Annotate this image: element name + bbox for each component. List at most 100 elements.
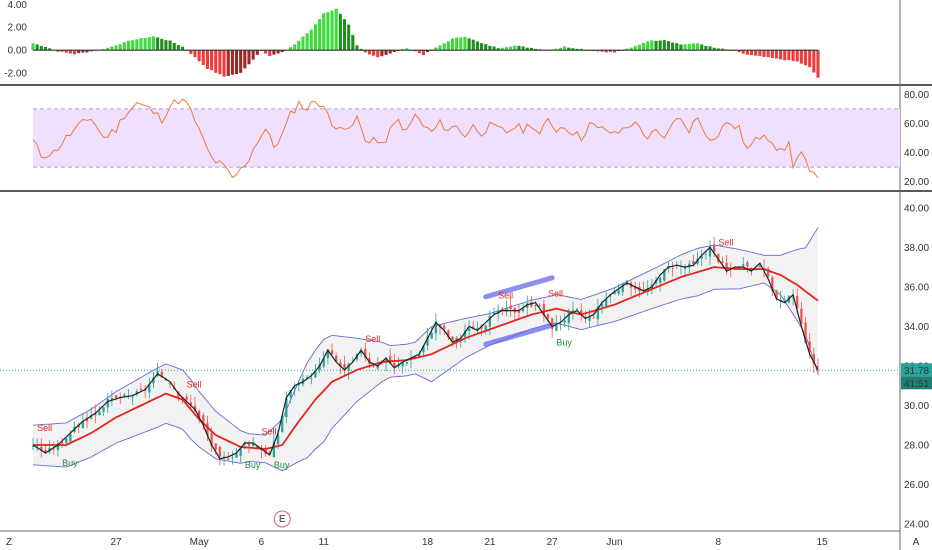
candle-body [613, 291, 616, 295]
macd-bar [745, 50, 749, 55]
candle-body [717, 254, 720, 262]
macd-bar [288, 47, 293, 51]
macd-bar [388, 50, 392, 54]
macd-bar [180, 46, 185, 51]
candle [596, 298, 600, 326]
candle [484, 324, 487, 335]
candle-body [584, 316, 587, 319]
macd-bar [687, 43, 691, 51]
macd-bar [218, 50, 222, 75]
candle-body [455, 337, 458, 342]
candle [106, 393, 109, 413]
candle [326, 349, 330, 365]
macd-bar [31, 43, 35, 51]
macd-bar [575, 48, 579, 51]
candle [526, 295, 529, 316]
signal-buy: Buy [245, 460, 261, 470]
candle [563, 313, 566, 328]
candle-body [160, 371, 163, 378]
macd-bar [720, 48, 725, 51]
corner-right-label: A [913, 537, 920, 548]
price-y-tick: 30.00 [904, 401, 929, 412]
macd-bar [363, 50, 367, 53]
candle [800, 301, 803, 325]
candle-body [434, 321, 438, 334]
candle-body [771, 277, 774, 291]
earnings-marker [273, 510, 291, 528]
candle-body [713, 245, 716, 252]
macd-bar [600, 50, 604, 52]
highlight-zone [483, 275, 555, 300]
candle [239, 446, 242, 463]
macd-bar [189, 50, 193, 54]
macd-bar [442, 43, 446, 51]
candle [218, 445, 222, 466]
candle-body [218, 446, 222, 457]
macd-bar [695, 43, 700, 51]
candle [335, 352, 338, 363]
macd-bar [758, 50, 762, 57]
macd-bar [114, 45, 118, 51]
candle-body [148, 384, 151, 393]
x-tick: Jun [606, 537, 622, 548]
candle-body [139, 388, 143, 391]
macd-bar [172, 42, 176, 51]
candle-body [85, 418, 89, 422]
macd-bar [737, 50, 741, 53]
macd-bar [135, 39, 139, 51]
macd-bar [675, 43, 679, 51]
candle-body [168, 382, 172, 385]
candle-body [272, 441, 276, 458]
macd-bar [513, 45, 517, 51]
candle [131, 394, 134, 406]
candle [476, 321, 479, 335]
candle-body [767, 268, 770, 277]
macd-bar [201, 50, 205, 65]
macd-bar [168, 40, 172, 51]
macd-bar [554, 48, 558, 51]
signal-buy: Buy [274, 460, 290, 470]
candle-body [775, 290, 778, 299]
candle-body [609, 295, 612, 297]
macd-bar [749, 50, 754, 56]
macd-bar [39, 45, 43, 51]
macd-bar [268, 50, 272, 56]
macd-bar [671, 42, 675, 51]
candle [393, 354, 396, 375]
candle-body [347, 363, 350, 372]
candle-body [384, 358, 388, 363]
countdown-label: 41:51 [904, 379, 929, 390]
candle-body [526, 303, 529, 308]
macd-bar [56, 50, 60, 52]
candle-body [264, 447, 267, 454]
candle [148, 377, 151, 399]
macd-bar [68, 50, 72, 54]
candle [642, 281, 645, 292]
candle [434, 313, 438, 341]
candle-body [405, 362, 408, 364]
candle-body [605, 299, 608, 307]
macd-histogram-bars [31, 8, 820, 78]
macd-bar [426, 50, 430, 53]
candle [812, 347, 815, 374]
macd-bar [384, 50, 388, 55]
macd-bar [367, 50, 371, 55]
candle [609, 294, 612, 304]
candle [447, 329, 450, 341]
macd-bar [517, 45, 521, 51]
candle-body [580, 310, 583, 315]
candle-body [617, 290, 620, 294]
signal-sell: Sell [718, 237, 733, 247]
candle-body [808, 341, 811, 352]
x-tick: May [190, 537, 209, 548]
candle-body [98, 411, 101, 416]
candle-body [31, 446, 35, 447]
candle-body [463, 330, 467, 337]
candle [189, 394, 192, 410]
macd-bar [60, 50, 64, 52]
candle [139, 382, 143, 392]
candle-body [210, 433, 213, 447]
candle-body [688, 263, 691, 268]
candle-body [289, 390, 292, 398]
